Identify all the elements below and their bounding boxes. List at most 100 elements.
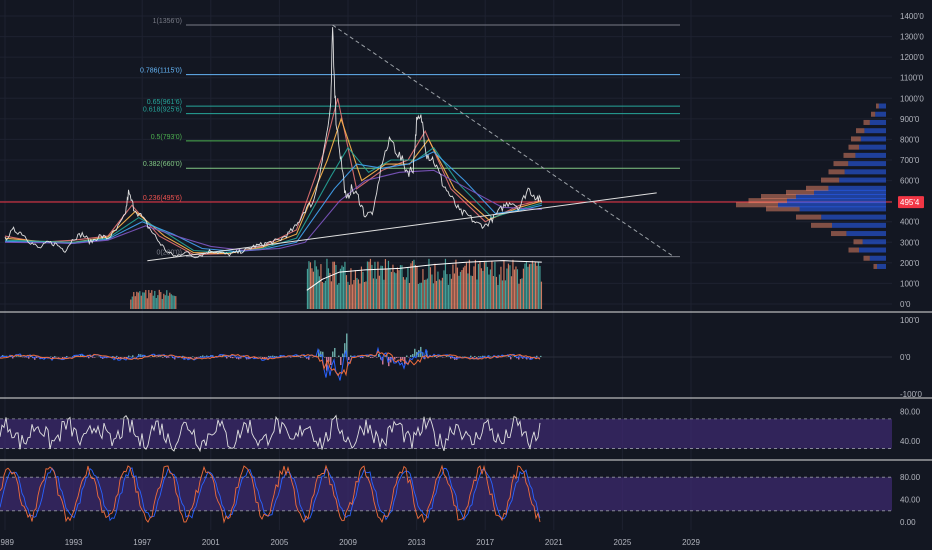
volume-bar	[173, 295, 175, 309]
volume-bar	[431, 274, 433, 309]
macd-histogram-bar	[338, 355, 340, 357]
macd-histogram-bar	[204, 356, 206, 357]
volume-profile	[736, 103, 886, 269]
volume-bar	[309, 262, 312, 309]
volume-bar	[416, 265, 418, 309]
macd-histogram-bar	[26, 357, 28, 358]
volume-bar	[398, 270, 400, 309]
volume-bar	[161, 298, 163, 309]
volume-bar	[140, 295, 142, 309]
volume-profile-bar	[878, 103, 886, 109]
axes: 1400'0 1300'0 1200'0 1100'0 1000'0 900'0 800'0…	[0, 12, 924, 547]
macd-histogram-bar	[382, 357, 384, 365]
volume-bar	[474, 259, 477, 309]
volume-bar	[365, 281, 367, 309]
volume-bar	[482, 270, 484, 309]
time-axis-tick-label: 2025	[614, 538, 632, 547]
indicator-bands	[0, 418, 892, 512]
volume-profile-bar	[843, 152, 856, 158]
trendline[interactable]	[332, 24, 675, 258]
price-series[interactable]	[4, 27, 543, 259]
volume-profile-bar	[871, 111, 876, 117]
volume-bar	[428, 258, 430, 309]
volume-bar	[528, 264, 531, 309]
macd-histogram-bar	[390, 357, 392, 363]
volume-bar	[399, 265, 402, 309]
moving-averages	[4, 98, 542, 256]
volume-bar	[130, 299, 132, 309]
macd-histogram-bar	[226, 357, 228, 359]
volume-bar	[327, 268, 330, 309]
time-axis-tick-label: 2021	[545, 538, 563, 547]
macd-histogram-bar	[162, 357, 164, 358]
trendlines[interactable]	[147, 24, 675, 262]
pane-separators[interactable]	[0, 311, 932, 461]
volume-bar	[500, 266, 502, 309]
stochastic-axis-tick-label: 0.00	[900, 518, 916, 527]
volume-bar	[512, 259, 514, 309]
volume-bar	[136, 291, 138, 309]
volume-bar	[446, 274, 448, 309]
volume-bar	[395, 273, 397, 309]
volume-bar	[506, 268, 508, 309]
macd-histogram-bar	[482, 355, 484, 357]
fib-level-label: 0.382(660'0)	[143, 161, 182, 168]
macd-histogram-bar	[16, 356, 18, 357]
macd-histogram-bar	[342, 353, 344, 357]
macd-histogram-bar	[484, 355, 486, 357]
volume-bar	[476, 279, 478, 309]
macd-histogram-bar	[404, 357, 406, 365]
volume-bar	[347, 281, 349, 309]
volume-bar	[521, 278, 523, 309]
macd-axis-tick-label: 0'0	[900, 353, 911, 362]
macd-histogram-bar	[360, 357, 362, 358]
volume-profile-bar	[864, 128, 886, 134]
macd-histogram-bar	[366, 356, 368, 357]
volume-bar	[351, 284, 354, 309]
macd-histogram-bar	[194, 357, 196, 358]
volume-bar	[524, 263, 526, 309]
macd-histogram-bar	[344, 343, 346, 357]
volume-bar	[377, 261, 379, 309]
volume-bar	[321, 282, 324, 309]
volume-bar	[518, 283, 520, 309]
volume-bar	[417, 283, 420, 309]
volume-bar	[348, 284, 351, 309]
volume-bar	[396, 267, 399, 309]
volume-bar	[320, 264, 322, 309]
volume-profile-bar	[877, 263, 886, 269]
volume-bar	[425, 279, 427, 309]
macd-histogram-bar	[10, 356, 12, 357]
macd-histogram-bar	[414, 348, 416, 357]
volume-bar	[393, 272, 396, 309]
time-axis-tick-label: 1997	[133, 538, 151, 547]
macd-histogram-bar	[378, 353, 380, 357]
volume-bar	[380, 265, 382, 309]
price-line[interactable]	[4, 27, 543, 259]
macd-histogram-bar	[412, 354, 414, 357]
trendline[interactable]	[147, 192, 657, 262]
volume-profile-bar	[859, 247, 886, 253]
volume-bar	[489, 269, 492, 309]
volume-bar	[175, 296, 177, 309]
volume-bar	[539, 266, 541, 309]
macd-histogram-bar	[66, 355, 68, 357]
macd-histogram-bar	[340, 357, 342, 366]
volume-profile-bar	[848, 247, 859, 253]
volume-bar	[501, 280, 504, 309]
macd-histogram-bar	[52, 357, 54, 359]
volume-bar	[363, 282, 366, 309]
volume-bar	[392, 264, 394, 309]
macd-histogram-bar	[240, 357, 242, 359]
volume-bar	[324, 280, 327, 309]
price-axis-tick-label: 800'0	[900, 135, 920, 144]
volume-profile-bar	[875, 111, 886, 117]
volume-profile-bar	[828, 185, 886, 191]
volume-bar	[450, 278, 453, 309]
volume-bar	[167, 295, 169, 309]
macd-histogram-bar	[290, 357, 292, 358]
volume-bar	[308, 261, 310, 309]
macd-histogram-bar	[416, 351, 418, 357]
volume-profile-bar	[862, 239, 886, 245]
